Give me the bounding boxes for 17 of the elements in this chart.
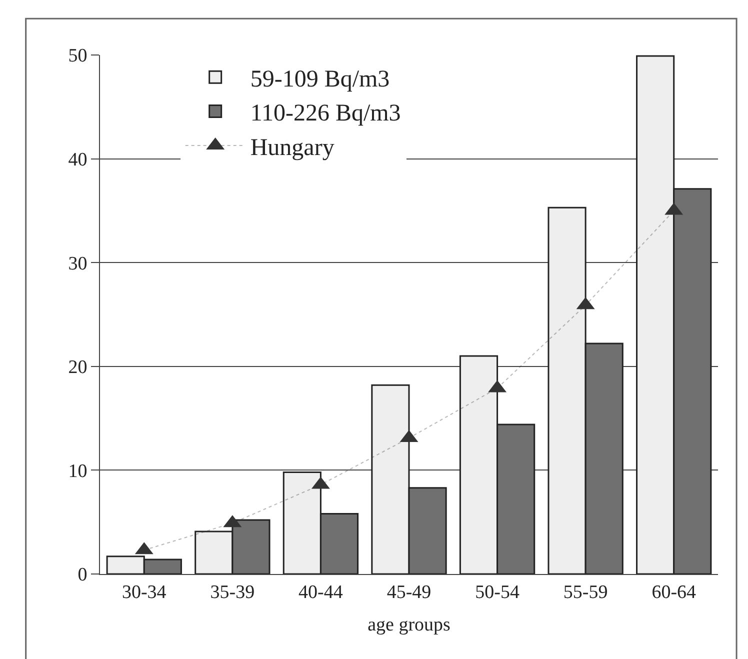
x-axis-title: age groups [368,614,450,636]
x-tick-label: 55-59 [563,582,608,603]
legend-label: 59-109 Bq/m3 [250,66,390,92]
y-tick-label: 30 [68,253,88,274]
y-tick-label: 10 [68,460,88,482]
x-tick-label: 35-39 [210,582,255,603]
y-tick-label: 40 [68,149,88,170]
x-tick-label: 50-54 [475,582,520,603]
x-tick-label: 60-64 [652,582,697,603]
y-tick-label: 20 [68,357,88,378]
legend-label: 110-226 Bq/m3 [250,100,401,127]
x-tick-label: 40-44 [298,582,344,603]
y-tick-label: 0 [78,564,88,586]
legend-label: Hungary [250,134,334,161]
x-tick-label: 45-49 [386,582,432,603]
y-tick-label: 50 [68,46,88,67]
x-tick-label: 30-34 [122,582,167,603]
